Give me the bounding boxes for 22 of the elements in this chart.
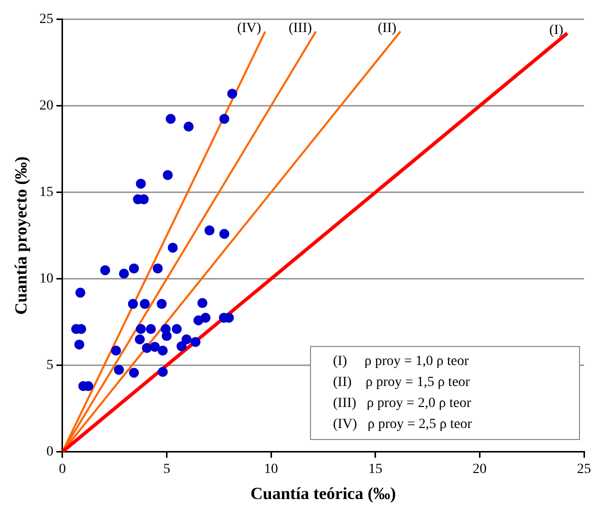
annotation: (III) ρ proy = 2,0 ρ teor	[333, 395, 472, 413]
series-label: (I)	[549, 22, 564, 38]
x-tick-label: 10	[264, 462, 278, 477]
y-tick-label: 10	[39, 272, 54, 287]
y-axis-title: Cuantía proyecto (‰)	[12, 156, 31, 315]
y-tick-label: 5	[46, 358, 54, 373]
series-label: (II)	[378, 21, 397, 36]
y-tick-label: 15	[39, 185, 54, 200]
x-tick-label: 0	[58, 462, 66, 477]
annotation: (I) ρ proy = 1,0 ρ teor	[333, 353, 470, 371]
series-label: (III)	[288, 21, 312, 36]
x-axis-title: Cuantía teórica (‰)	[250, 484, 396, 504]
series-label: (IV)	[237, 21, 262, 36]
x-tick-label: 5	[163, 462, 170, 477]
x-tick-label: 25	[577, 462, 591, 477]
y-tick-label: 25	[39, 12, 54, 28]
y-tick-label: 0	[46, 444, 54, 460]
annotation: (IV) ρ proy = 2,5 ρ teor	[333, 416, 473, 434]
y-tick-label: 20	[39, 98, 54, 114]
x-tick-label: 20	[472, 462, 487, 477]
x-tick-label: 15	[368, 462, 382, 477]
annotation: (II) ρ proy = 1,5 ρ teor	[333, 374, 471, 392]
